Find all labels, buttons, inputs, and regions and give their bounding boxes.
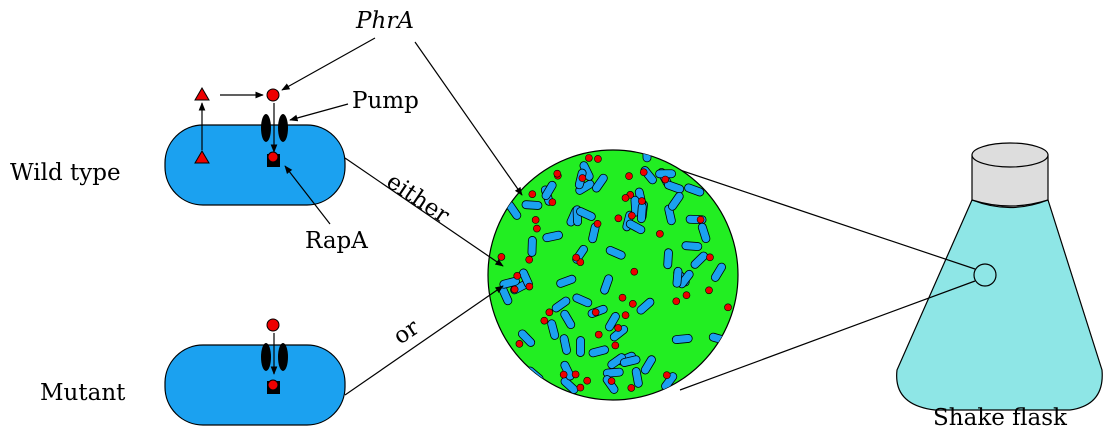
phra-molecule xyxy=(663,372,670,379)
phra-molecule xyxy=(579,175,586,182)
phra-molecule xyxy=(572,371,579,378)
phra-molecule xyxy=(725,304,732,311)
phra-molecule xyxy=(629,300,636,307)
bacterium xyxy=(637,202,647,223)
mutant-label: Mutant xyxy=(40,380,126,406)
phra-molecule xyxy=(608,378,615,385)
bacterium xyxy=(672,334,693,344)
pump-label: Pump xyxy=(352,88,419,114)
bacterium xyxy=(673,267,683,288)
phra-molecule xyxy=(526,256,533,263)
phra-molecule xyxy=(560,371,567,378)
bacterium xyxy=(682,241,703,250)
phra-molecule xyxy=(628,384,635,391)
phra-molecule xyxy=(532,216,539,223)
phra-molecule xyxy=(631,268,638,275)
phra-molecule xyxy=(573,254,580,261)
phra-molecule xyxy=(612,342,619,349)
phra-molecule xyxy=(498,253,505,260)
phra-molecule xyxy=(595,331,602,338)
bacterium xyxy=(576,336,584,356)
phra-molecule xyxy=(529,191,536,198)
shake-flask xyxy=(897,143,1103,410)
phra-molecule xyxy=(662,176,669,183)
triangle xyxy=(195,88,209,100)
phra-molecule xyxy=(706,254,713,261)
phra-molecule xyxy=(683,292,690,299)
phra-molecule xyxy=(585,155,592,162)
bacterium xyxy=(522,200,542,209)
diagram: PhrA Pump Wild type RapA either or Mutan… xyxy=(0,0,1107,432)
phra-molecule xyxy=(705,287,712,294)
phra-molecule xyxy=(554,170,561,177)
phra-molecule xyxy=(626,173,633,180)
bacterium xyxy=(528,236,537,256)
mutant-cell xyxy=(165,345,345,425)
phra-molecule xyxy=(533,225,540,232)
phra-molecule xyxy=(526,283,533,290)
bacterium xyxy=(643,142,651,162)
phra-label: PhrA xyxy=(355,8,414,34)
phra-molecule xyxy=(697,216,704,223)
phra-molecule xyxy=(549,199,556,206)
either-label: either xyxy=(382,168,454,228)
phra-molecule xyxy=(628,212,635,219)
wild-type-label: Wild type xyxy=(10,160,121,186)
phra-molecule xyxy=(516,340,523,347)
phra-molecule xyxy=(584,377,591,384)
phra-molecule xyxy=(622,194,629,201)
phra-molecule xyxy=(615,215,622,222)
phra-molecule xyxy=(577,384,584,391)
phra-molecule xyxy=(594,220,601,227)
shake-flask-label: Shake flask xyxy=(933,405,1068,431)
phra-molecule xyxy=(546,309,553,316)
phra-molecule xyxy=(592,309,599,316)
phra-molecule xyxy=(640,169,647,176)
phra-molecule xyxy=(656,230,663,237)
phra-molecule xyxy=(619,294,626,301)
phra-molecule xyxy=(594,155,601,162)
phra-molecule xyxy=(622,312,629,319)
bacterium xyxy=(664,248,673,268)
phra-molecule xyxy=(514,272,521,279)
phra-molecule xyxy=(638,198,645,205)
phra-molecule xyxy=(615,324,622,331)
wild-type-cell xyxy=(165,125,345,205)
phra-molecule xyxy=(673,298,680,305)
phra-molecule xyxy=(511,286,518,293)
phra-molecule xyxy=(541,317,548,324)
rapa-label: RapA xyxy=(305,228,368,254)
